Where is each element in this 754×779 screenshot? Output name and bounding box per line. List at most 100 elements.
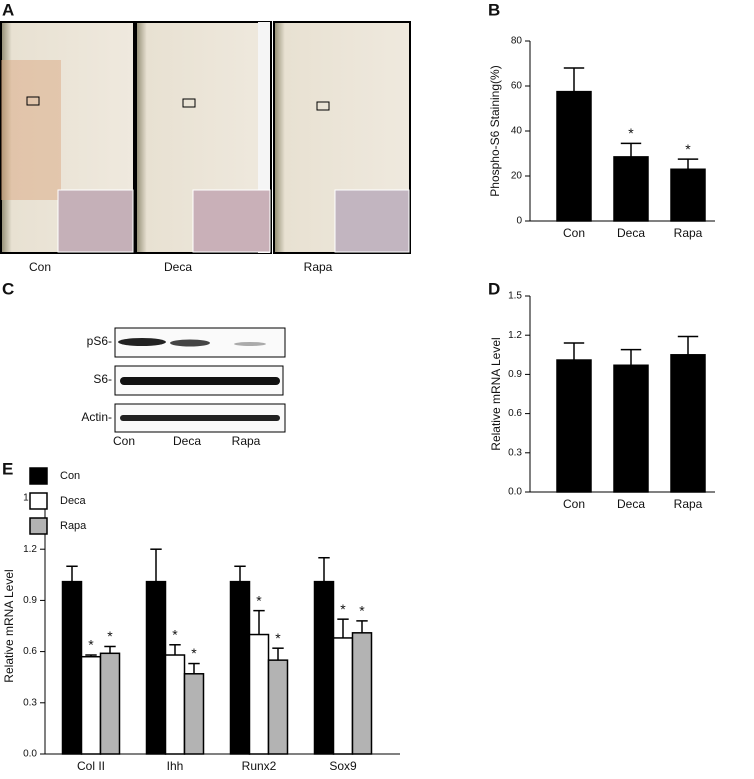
panel-label: A bbox=[2, 0, 14, 19]
significance-marker: * bbox=[107, 628, 113, 644]
error-bar bbox=[188, 662, 200, 674]
error-bar bbox=[337, 618, 349, 638]
significance-marker: * bbox=[88, 637, 94, 653]
y-tick-label: 60 bbox=[511, 81, 523, 92]
inset bbox=[334, 189, 410, 253]
y-axis-label: Relative mRNA Level bbox=[489, 337, 503, 450]
bar bbox=[99, 652, 121, 755]
error-bar bbox=[356, 620, 368, 633]
error-bar bbox=[563, 67, 585, 92]
inset bbox=[192, 189, 271, 253]
bar bbox=[61, 580, 83, 755]
error-bar bbox=[85, 654, 97, 657]
y-tick-label: 0.0 bbox=[23, 749, 37, 760]
y-tick-label: 1.5 bbox=[508, 291, 522, 302]
x-tick-label: Deca bbox=[617, 226, 645, 240]
blot-lane-label: Con bbox=[113, 434, 135, 448]
error-bar bbox=[169, 644, 181, 656]
micrograph-panel: Con Deca Rapa bbox=[0, 21, 411, 274]
y-tick-label: 0 bbox=[516, 216, 522, 227]
bar bbox=[80, 655, 102, 755]
error-bar bbox=[563, 342, 585, 361]
significance-marker: * bbox=[275, 630, 281, 646]
y-tick-label: 0.6 bbox=[508, 408, 522, 419]
blot-panel: pS6- S6- Actin- Con Deca Rapa bbox=[81, 327, 286, 448]
significance-marker: * bbox=[340, 601, 346, 617]
legend-label: Con bbox=[60, 470, 80, 482]
micrograph-label: Con bbox=[29, 260, 51, 274]
bar bbox=[670, 168, 706, 222]
x-tick-label: Col II bbox=[77, 759, 105, 773]
bar bbox=[613, 156, 649, 222]
roi-box bbox=[316, 101, 330, 111]
bar bbox=[332, 637, 354, 755]
error-bar bbox=[66, 565, 78, 582]
y-axis-label: Relative mRNA Level bbox=[2, 569, 16, 682]
error-bar bbox=[677, 335, 699, 355]
bar bbox=[556, 359, 592, 493]
blot-row-label: Actin- bbox=[81, 410, 112, 424]
legend-label: Deca bbox=[60, 495, 87, 507]
y-tick-label: 0.9 bbox=[23, 595, 37, 606]
legend-label: Rapa bbox=[60, 520, 87, 532]
y-tick-label: 1.2 bbox=[23, 544, 37, 555]
y-tick-label: 80 bbox=[511, 36, 523, 47]
bar bbox=[229, 580, 251, 755]
error-bar bbox=[620, 348, 642, 366]
significance-marker: * bbox=[256, 592, 262, 608]
band bbox=[120, 377, 280, 385]
panel-label: E bbox=[2, 459, 13, 478]
x-tick-label: Rapa bbox=[674, 226, 703, 240]
error-bar bbox=[150, 548, 162, 582]
y-tick-label: 0.6 bbox=[23, 646, 37, 657]
blot-row-label: pS6- bbox=[87, 334, 112, 348]
panel-label: B bbox=[488, 0, 500, 19]
x-tick-label: Rapa bbox=[674, 497, 703, 511]
bar bbox=[351, 632, 373, 755]
y-axis-label: Phospho-S6 Staining(%) bbox=[488, 65, 502, 196]
significance-marker: * bbox=[685, 141, 691, 157]
error-bar bbox=[104, 645, 116, 654]
bar bbox=[267, 659, 289, 755]
error-bar bbox=[318, 556, 330, 582]
y-tick-label: 40 bbox=[511, 126, 523, 137]
bar bbox=[145, 580, 167, 755]
bar bbox=[313, 580, 335, 755]
bar bbox=[613, 364, 649, 493]
y-tick-label: 20 bbox=[511, 171, 523, 182]
bar bbox=[183, 673, 205, 755]
panel-label: C bbox=[2, 279, 14, 298]
panel-label: D bbox=[488, 279, 500, 298]
roi-box bbox=[182, 98, 196, 108]
y-tick-label: 0.0 bbox=[508, 487, 522, 498]
x-tick-label: Sox9 bbox=[329, 759, 357, 773]
significance-marker: * bbox=[191, 645, 197, 661]
significance-marker: * bbox=[628, 125, 634, 141]
error-bar bbox=[234, 565, 246, 582]
error-bar bbox=[620, 142, 642, 157]
stain bbox=[1, 60, 61, 200]
micrograph-label: Rapa bbox=[304, 260, 333, 274]
error-bar bbox=[253, 609, 265, 635]
y-tick-label: 0.3 bbox=[508, 447, 522, 458]
error-bar bbox=[272, 647, 284, 661]
bar bbox=[164, 654, 186, 755]
x-tick-label: Con bbox=[563, 226, 585, 240]
legend-swatch bbox=[29, 467, 48, 485]
inset bbox=[57, 189, 134, 253]
legend-swatch bbox=[29, 517, 48, 535]
roi-box bbox=[26, 96, 40, 106]
error-bar bbox=[677, 158, 699, 170]
legend-swatch bbox=[29, 492, 48, 510]
x-tick-label: Ihh bbox=[167, 759, 184, 773]
band bbox=[120, 415, 280, 421]
significance-marker: * bbox=[172, 626, 178, 642]
x-tick-label: Con bbox=[563, 497, 585, 511]
y-tick-label: 0.9 bbox=[508, 369, 522, 380]
x-tick-label: Runx2 bbox=[242, 759, 277, 773]
blot-lane-label: Rapa bbox=[232, 434, 261, 448]
band bbox=[234, 342, 266, 346]
y-tick-label: 0.3 bbox=[23, 697, 37, 708]
bar bbox=[556, 90, 592, 222]
